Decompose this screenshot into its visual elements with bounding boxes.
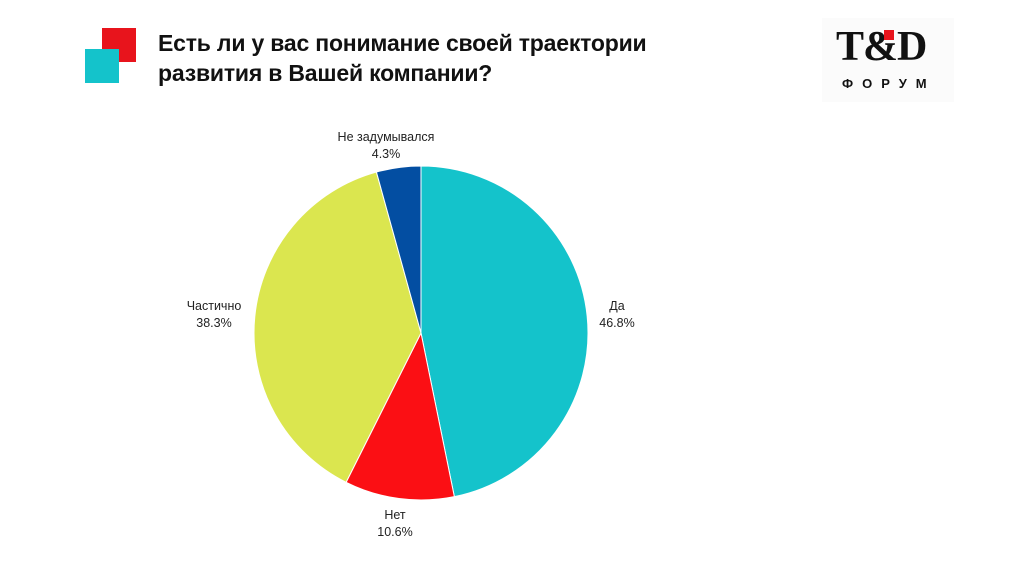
logo-sub-text: ФОРУМ <box>842 76 936 91</box>
logo-main-text: T&D <box>836 24 927 70</box>
pie-slice <box>375 165 422 334</box>
slice-category-label: Нет <box>384 508 406 522</box>
td-forum-logo: T&D ФОРУМ <box>822 18 954 102</box>
slice-value-label: 46.8% <box>599 316 634 330</box>
slice-category-label: Да <box>609 299 624 313</box>
pie-slice <box>253 171 422 483</box>
slice-value-label: 4.3% <box>372 147 401 161</box>
logo-red-mark <box>884 30 894 40</box>
pie-slice <box>345 331 455 501</box>
title-line-1: Есть ли у вас понимание своей траектории <box>158 30 647 56</box>
page-title: Есть ли у вас понимание своей траектории… <box>158 28 718 88</box>
slice-value-label: 10.6% <box>377 525 412 539</box>
title-line-2: развития в Вашей компании? <box>158 60 493 86</box>
slice-category-label: Частично <box>187 299 242 313</box>
slice-value-label: 38.3% <box>196 316 231 330</box>
slice-category-label: Не задумывался <box>338 130 435 144</box>
pie-slice <box>420 165 589 498</box>
decor-square-teal <box>85 49 119 83</box>
